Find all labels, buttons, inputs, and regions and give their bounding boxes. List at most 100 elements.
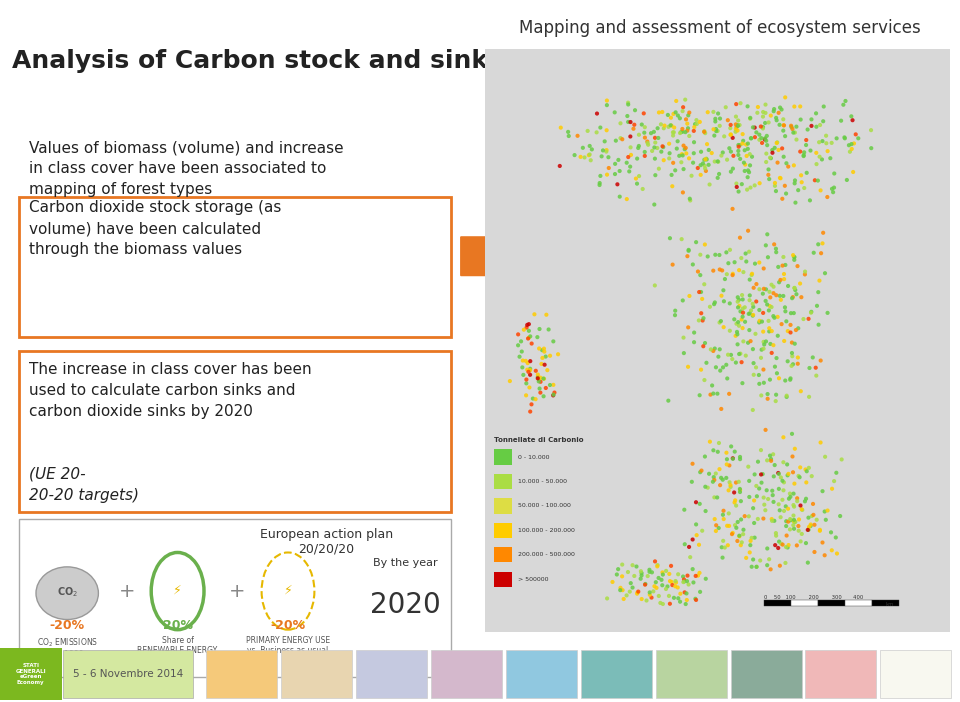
Point [804, 306, 819, 317]
Point [718, 102, 733, 113]
Point [521, 382, 537, 393]
Point [553, 122, 568, 133]
Point [782, 491, 798, 503]
Point [747, 495, 762, 506]
Point [746, 554, 761, 565]
Point [677, 576, 692, 587]
Point [731, 150, 746, 161]
Point [767, 460, 782, 471]
Point [795, 504, 810, 515]
Point [642, 587, 658, 598]
Point [661, 590, 677, 602]
Point [779, 541, 794, 552]
Point [711, 522, 727, 534]
Point [743, 133, 758, 144]
Point [667, 165, 683, 176]
Point [745, 404, 760, 416]
Bar [764, 600, 791, 606]
Point [794, 529, 809, 540]
Point [776, 251, 791, 263]
Point [790, 323, 805, 334]
Point [660, 581, 675, 592]
Point [712, 120, 728, 131]
Point [839, 174, 854, 185]
Point [651, 572, 666, 583]
Point [809, 159, 825, 170]
Point [647, 280, 662, 291]
Point [673, 126, 688, 138]
Point [813, 248, 828, 259]
Point [792, 278, 807, 289]
Point [816, 116, 831, 127]
Point [688, 519, 704, 530]
Point [785, 467, 801, 478]
Point [732, 451, 748, 463]
Point [729, 121, 744, 133]
Point [627, 105, 642, 116]
Point [697, 374, 712, 385]
Point [772, 505, 787, 516]
Point [710, 156, 726, 167]
Point [806, 519, 822, 531]
Point [697, 279, 712, 290]
Point [803, 520, 818, 531]
Point [780, 459, 795, 470]
Point [816, 101, 831, 112]
Point [520, 357, 536, 369]
Point [759, 229, 775, 240]
Point [715, 147, 731, 158]
Point [656, 154, 671, 166]
Point [522, 369, 538, 380]
Point [635, 119, 650, 130]
Point [668, 95, 684, 107]
Point [651, 163, 666, 174]
Point [787, 178, 803, 189]
Point [759, 559, 775, 571]
Point [612, 166, 627, 177]
Point [679, 588, 694, 599]
Point [764, 485, 780, 496]
Point [731, 120, 746, 131]
Point [708, 113, 723, 124]
Point [735, 529, 751, 540]
Point [732, 300, 747, 312]
Point [764, 515, 780, 526]
Point [689, 119, 705, 130]
Point [731, 115, 746, 126]
Point [762, 152, 778, 164]
Point [832, 510, 848, 522]
Point [708, 249, 723, 260]
Point [683, 552, 698, 563]
Point [707, 513, 722, 524]
Point [793, 101, 808, 112]
Point [735, 322, 751, 333]
Point [775, 193, 790, 204]
Point [805, 498, 821, 510]
Point [784, 293, 800, 304]
Point [759, 140, 775, 151]
Point [683, 193, 698, 204]
Point [545, 379, 561, 390]
Point [786, 488, 802, 499]
Point [713, 404, 729, 415]
Point [776, 456, 791, 468]
Point [654, 574, 669, 585]
Point [676, 332, 691, 343]
Point [520, 366, 536, 378]
Point [777, 120, 792, 131]
Point [664, 579, 680, 590]
Point [767, 515, 782, 526]
Point [802, 462, 817, 473]
Point [722, 325, 737, 336]
Point [715, 535, 731, 546]
Point [789, 134, 804, 145]
Point [725, 354, 740, 365]
Point [636, 127, 652, 138]
Bar [880, 650, 951, 698]
Point [732, 232, 748, 244]
Point [782, 524, 798, 535]
Point [782, 373, 798, 384]
Point [708, 116, 723, 127]
Point [650, 561, 665, 572]
Point [677, 538, 692, 550]
